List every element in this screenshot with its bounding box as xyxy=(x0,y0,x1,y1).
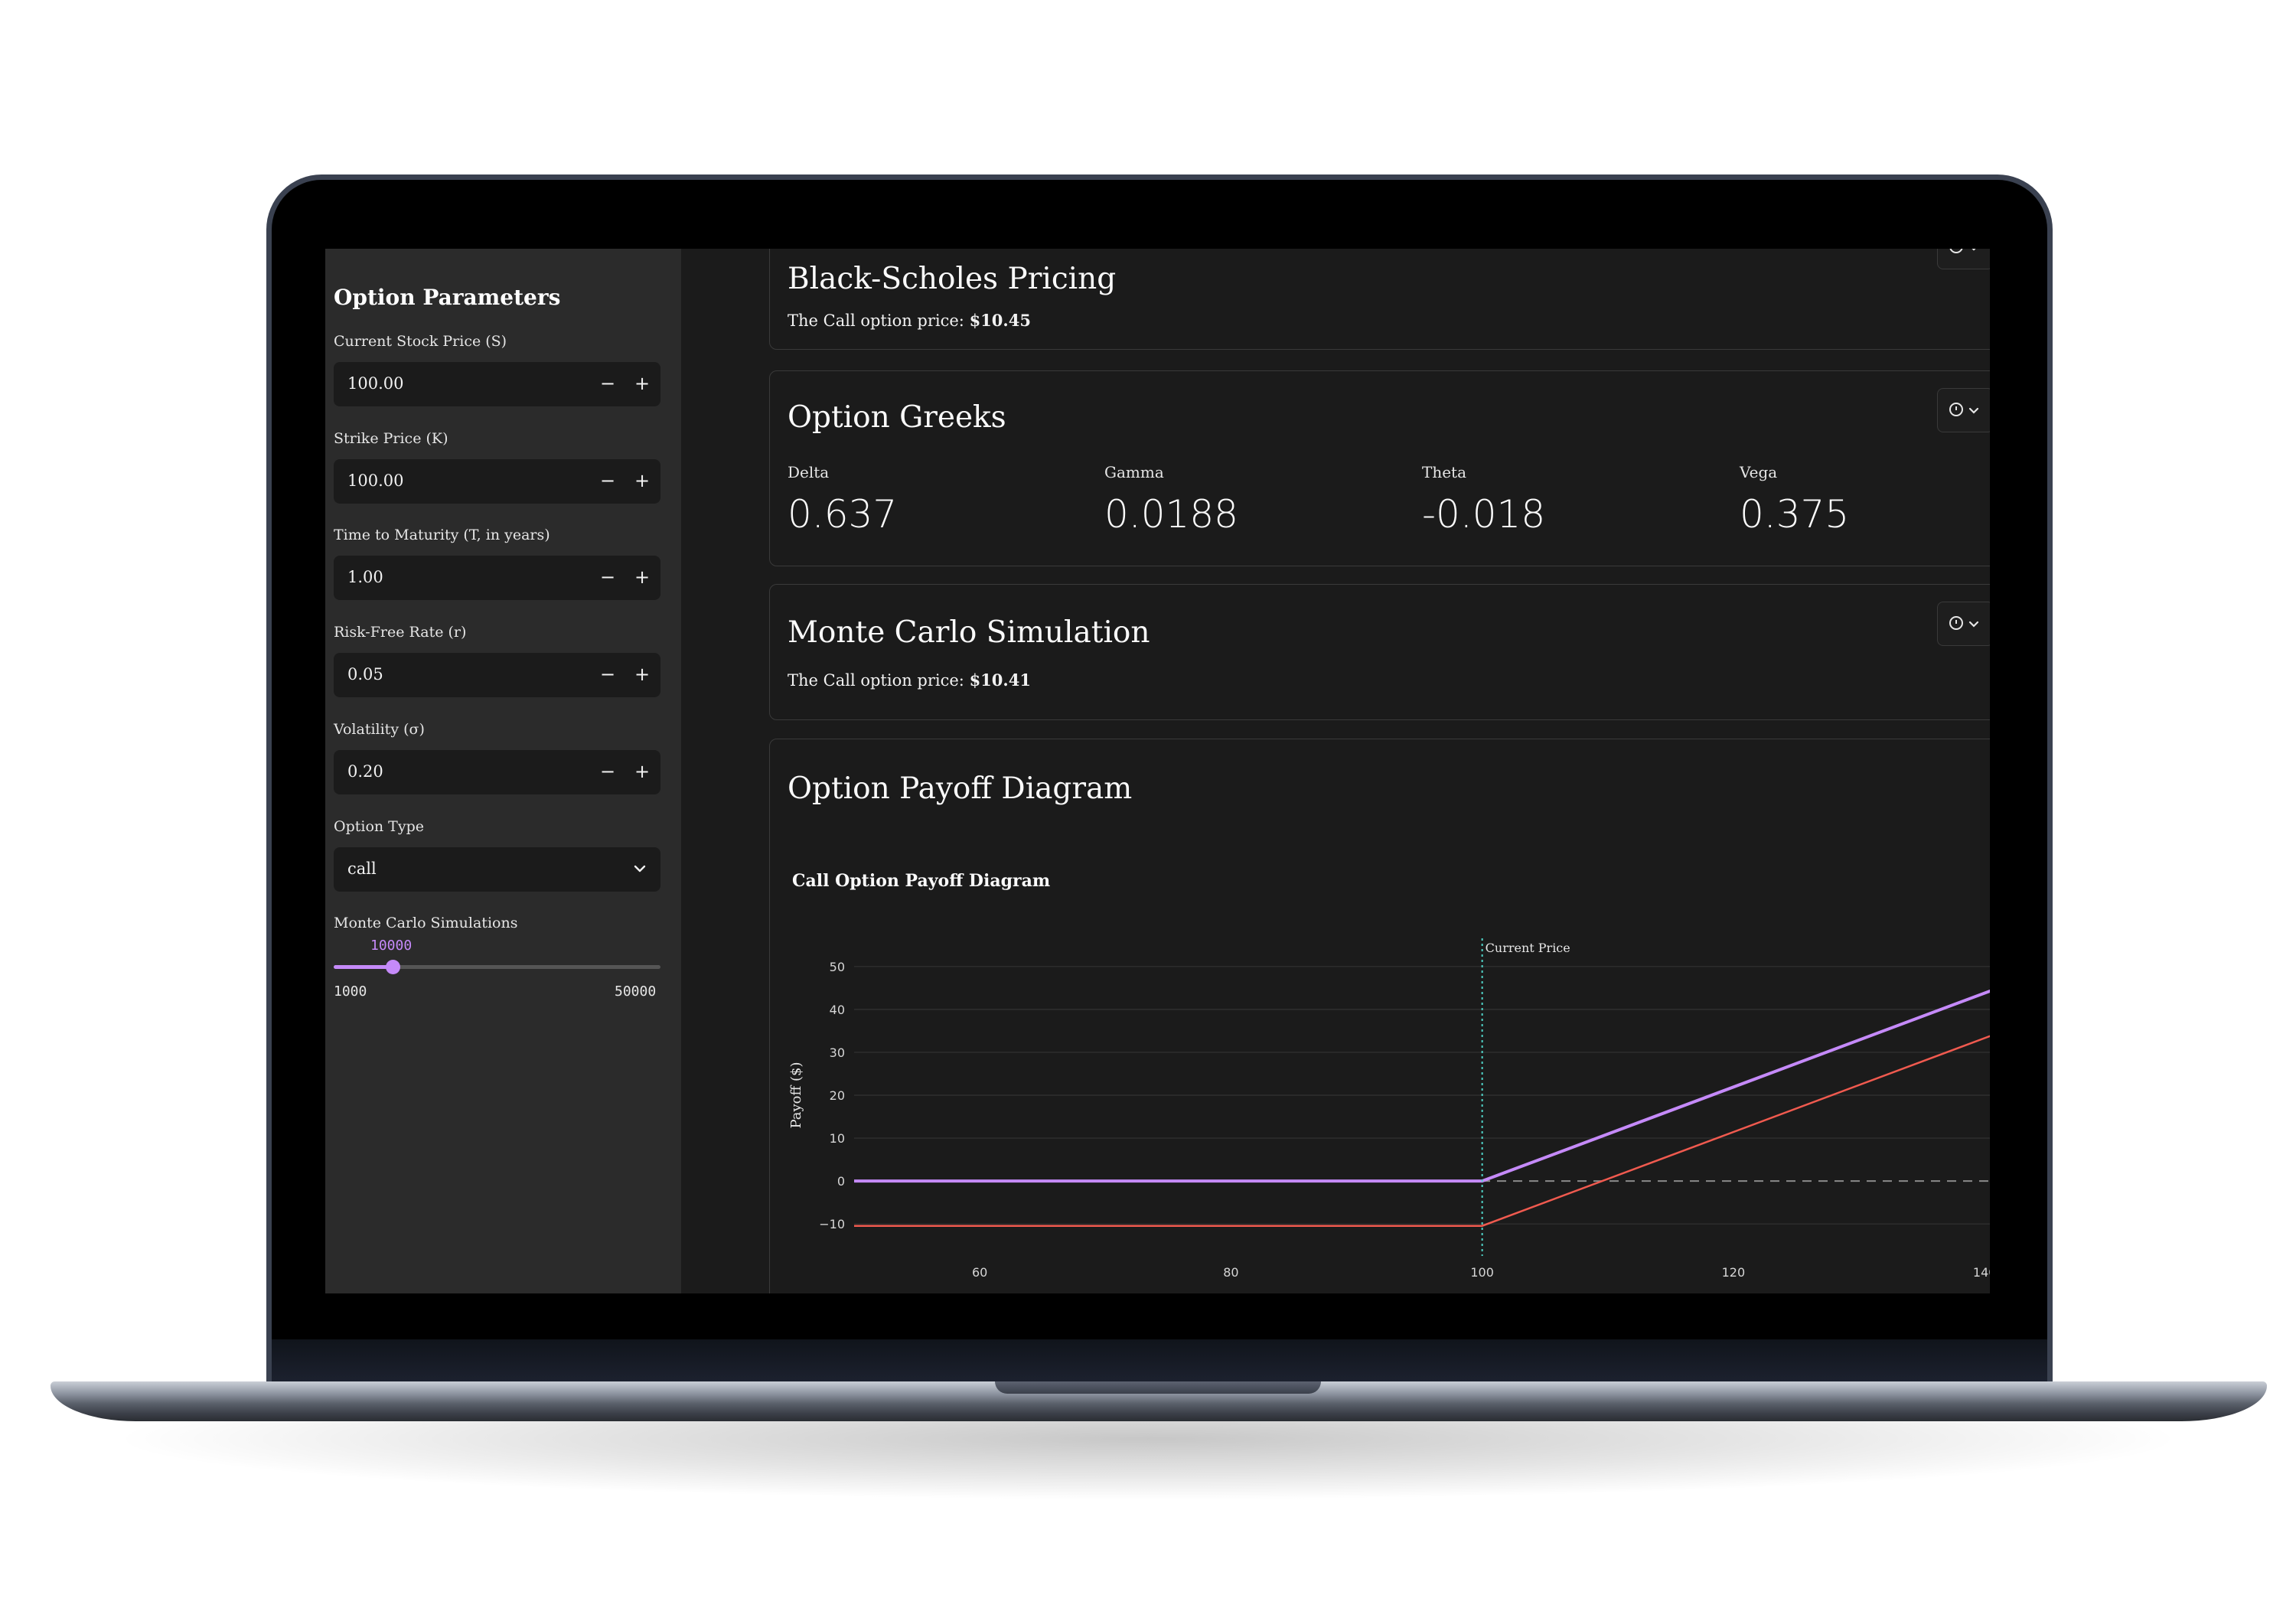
maturity-decrement-button[interactable]: − xyxy=(599,566,616,588)
gamma-value: 0.0188 xyxy=(1104,492,1238,537)
slider-max: 50000 xyxy=(615,983,657,1000)
y-tick-label: 50 xyxy=(830,960,845,974)
black-scholes-title: Black-Scholes Pricing xyxy=(788,262,1117,296)
monte-carlo-text: The Call option price: $10.41 xyxy=(788,670,1031,690)
x-tick-label: 60 xyxy=(972,1265,987,1280)
x-tick-label: 120 xyxy=(1722,1265,1746,1280)
stock-price-input[interactable]: 100.00 − + xyxy=(334,362,660,406)
monte-carlo-card: Monte Carlo Simulation The Call option p… xyxy=(769,584,1990,720)
slider-fill xyxy=(334,965,393,969)
strike-price-increment-button[interactable]: + xyxy=(634,470,651,491)
risk-free-rate-value[interactable]: 0.05 xyxy=(347,665,383,683)
y-axis-label: Payoff ($) xyxy=(788,1062,804,1128)
x-tick-label: 140 xyxy=(1973,1265,1990,1280)
option-type-label: Option Type xyxy=(334,818,424,835)
volatility-value[interactable]: 0.20 xyxy=(347,762,383,781)
monte-carlo-price: $10.41 xyxy=(969,670,1031,690)
monte-carlo-text-prefix: The Call option price: xyxy=(788,671,970,690)
theta-value: -0.018 xyxy=(1422,492,1546,537)
strike-price-input[interactable]: 100.00 − + xyxy=(334,459,660,504)
info-icon xyxy=(1949,616,1979,630)
maturity-input[interactable]: 1.00 − + xyxy=(334,556,660,600)
monte-carlo-title: Monte Carlo Simulation xyxy=(788,615,1150,650)
black-scholes-text-prefix: The Call option price: xyxy=(788,311,970,330)
info-icon xyxy=(1949,249,1976,253)
app-screen: Option Parameters Current Stock Price (S… xyxy=(325,249,1990,1293)
volatility-decrement-button[interactable]: − xyxy=(599,761,616,782)
black-scholes-card: Black-Scholes Pricing The Call option pr… xyxy=(769,249,1990,350)
y-tick-label: 0 xyxy=(837,1174,845,1189)
y-tick-label: 20 xyxy=(830,1088,845,1103)
volatility-increment-button[interactable]: + xyxy=(634,761,651,782)
volatility-label: Volatility (σ) xyxy=(334,721,425,738)
y-tick-label: −10 xyxy=(819,1217,845,1231)
option-type-select[interactable]: call xyxy=(334,847,660,892)
chart-title: Call Option Payoff Diagram xyxy=(792,871,1050,891)
theta-label: Theta xyxy=(1422,463,1467,481)
slider-min: 1000 xyxy=(334,983,367,1000)
y-tick-label: 10 xyxy=(830,1131,845,1146)
y-tick-label: 30 xyxy=(830,1045,845,1060)
card-menu-button[interactable] xyxy=(1937,602,1990,646)
maturity-increment-button[interactable]: + xyxy=(634,566,651,588)
delta-value: 0.637 xyxy=(788,492,898,537)
laptop-bezel xyxy=(272,1339,2047,1385)
card-menu-button[interactable] xyxy=(1937,249,1990,269)
series-line-1 xyxy=(854,1035,1990,1227)
chevron-down-icon[interactable] xyxy=(631,859,649,878)
strike-price-value[interactable]: 100.00 xyxy=(347,471,404,490)
maturity-label: Time to Maturity (T, in years) xyxy=(334,527,550,543)
risk-free-rate-increment-button[interactable]: + xyxy=(634,664,651,685)
y-tick-label: 40 xyxy=(830,1003,845,1017)
greeks-card: Option Greeks Delta 0.637 Gamma 0.0188 T… xyxy=(769,370,1990,566)
strike-price-decrement-button[interactable]: − xyxy=(599,470,616,491)
series-line-0 xyxy=(854,989,1990,1183)
slider-track[interactable] xyxy=(334,965,660,969)
option-type-value[interactable]: call xyxy=(347,859,377,878)
sidebar: Option Parameters Current Stock Price (S… xyxy=(325,249,681,1293)
card-menu-button[interactable] xyxy=(1937,388,1990,432)
strike-price-label: Strike Price (K) xyxy=(334,430,448,447)
volatility-input[interactable]: 0.20 − + xyxy=(334,750,660,794)
risk-free-rate-label: Risk-Free Rate (r) xyxy=(334,624,467,641)
slider-value: 10000 xyxy=(370,938,413,954)
sidebar-title: Option Parameters xyxy=(334,285,561,310)
payoff-card: Option Payoff Diagram Call Option Payoff… xyxy=(769,739,1990,1293)
risk-free-rate-decrement-button[interactable]: − xyxy=(599,664,616,685)
payoff-chart: Call Option Payoff Diagram Payoff ($) 50… xyxy=(788,871,1990,1280)
greeks-title: Option Greeks xyxy=(788,400,1006,435)
current-price-annotation: Current Price xyxy=(1486,941,1570,955)
stock-price-increment-button[interactable]: + xyxy=(634,373,651,394)
x-tick-label: 100 xyxy=(1470,1265,1494,1280)
monte-carlo-label: Monte Carlo Simulations xyxy=(334,915,518,931)
stock-price-value[interactable]: 100.00 xyxy=(347,374,404,393)
maturity-value[interactable]: 1.00 xyxy=(347,568,383,586)
stock-price-decrement-button[interactable]: − xyxy=(599,373,616,394)
delta-label: Delta xyxy=(788,463,830,481)
x-tick-label: 80 xyxy=(1223,1265,1238,1280)
gamma-label: Gamma xyxy=(1104,463,1164,481)
vega-label: Vega xyxy=(1740,463,1778,481)
payoff-title: Option Payoff Diagram xyxy=(788,771,1133,806)
black-scholes-text: The Call option price: $10.45 xyxy=(788,311,1031,330)
laptop-notch xyxy=(995,1381,1321,1394)
info-icon xyxy=(1949,403,1979,416)
stock-price-label: Current Stock Price (S) xyxy=(334,333,507,350)
risk-free-rate-input[interactable]: 0.05 − + xyxy=(334,653,660,697)
vega-value: 0.375 xyxy=(1740,492,1850,537)
black-scholes-price: $10.45 xyxy=(969,311,1031,330)
slider-thumb[interactable] xyxy=(386,960,400,974)
